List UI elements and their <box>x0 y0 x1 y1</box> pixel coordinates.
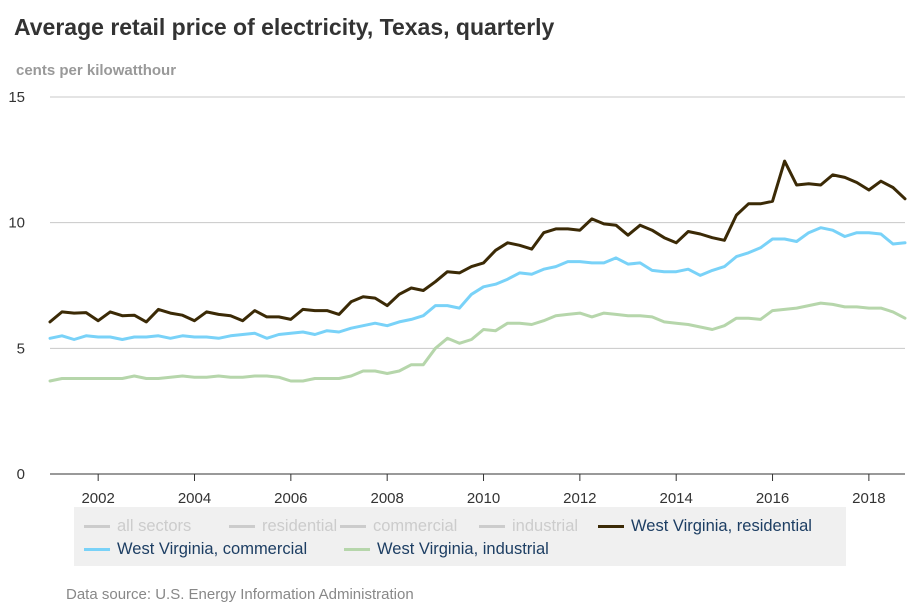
legend-item-industrial[interactable]: industrial <box>479 517 578 536</box>
series-line-west-virginia-residential <box>48 159 907 324</box>
legend-swatch <box>84 548 110 551</box>
x-tick-label: 2016 <box>756 490 789 507</box>
series-line-west-virginia-commercial <box>48 226 907 341</box>
legend-swatch <box>598 525 624 528</box>
chart-legend: all sectors residential commercial industri… <box>74 507 846 566</box>
y-tick-label: 5 <box>17 340 25 357</box>
legend-label: residential <box>262 517 338 535</box>
legend-swatch <box>479 525 505 528</box>
y-axis-label: cents per kilowatthour <box>16 62 177 79</box>
legend-item-west-virginia-commercial[interactable]: West Virginia, commercial <box>84 540 307 559</box>
legend-swatch <box>229 525 255 528</box>
legend-label: West Virginia, commercial <box>117 540 308 558</box>
legend-label: commercial <box>373 517 458 535</box>
x-tick-label: 2018 <box>852 490 885 507</box>
x-tick-label: 2008 <box>370 490 403 507</box>
x-tick-label: 2014 <box>660 490 693 507</box>
chart-title: Average retail price of electricity, Tex… <box>14 14 555 40</box>
legend-label: West Virginia, residential <box>631 517 812 535</box>
legend-swatch <box>340 525 366 528</box>
legend-item-all-sectors[interactable]: all sectors <box>84 517 191 536</box>
legend-swatch <box>344 548 370 551</box>
x-tick-label: 2010 <box>467 490 500 507</box>
x-tick-label: 2012 <box>563 490 596 507</box>
data-source-note: Data source: U.S. Energy Information Adm… <box>66 586 414 603</box>
legend-item-west-virginia-residential[interactable]: West Virginia, residential <box>598 517 812 536</box>
legend-item-residential[interactable]: residential <box>229 517 337 536</box>
legend-label: all sectors <box>117 517 192 535</box>
legend-label: industrial <box>512 517 579 535</box>
legend-item-west-virginia-industrial[interactable]: West Virginia, industrial <box>344 540 549 559</box>
x-tick-label: 2006 <box>274 490 307 507</box>
legend-label: West Virginia, industrial <box>377 540 549 558</box>
y-tick-label: 10 <box>8 215 25 232</box>
legend-swatch <box>84 525 110 528</box>
x-tick-label: 2004 <box>178 490 211 507</box>
legend-item-commercial[interactable]: commercial <box>340 517 457 536</box>
y-tick-label: 0 <box>17 466 25 483</box>
y-tick-label: 15 <box>8 89 25 106</box>
series-line-west-virginia-industrial <box>48 301 907 383</box>
x-tick-label: 2002 <box>81 490 114 507</box>
